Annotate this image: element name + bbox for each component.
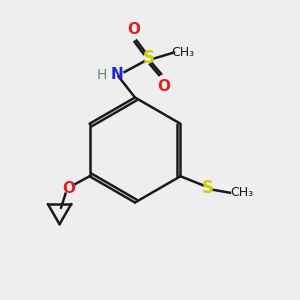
Text: CH₃: CH₃ (230, 186, 254, 199)
Text: S: S (202, 179, 214, 197)
Text: O: O (157, 80, 170, 94)
Text: O: O (62, 181, 75, 196)
Text: H: H (97, 68, 107, 82)
Text: CH₃: CH₃ (171, 46, 195, 59)
Text: O: O (127, 22, 140, 38)
Text: S: S (142, 50, 154, 68)
Text: N: N (111, 68, 123, 82)
